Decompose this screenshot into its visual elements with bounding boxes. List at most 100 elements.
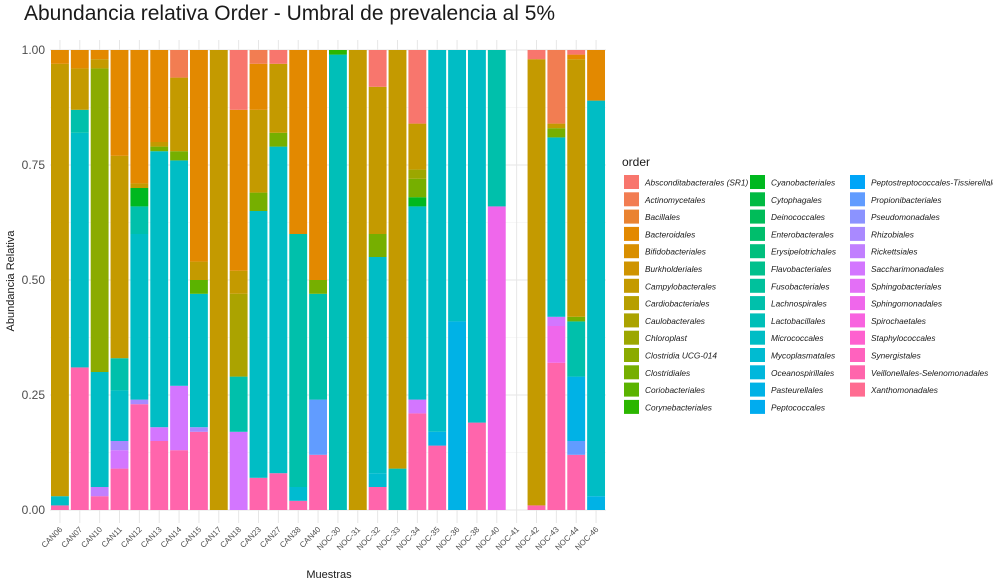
bar-segment [368, 487, 387, 510]
bar-CAN07 [70, 50, 89, 510]
bar-segment [170, 450, 189, 510]
bar-segment [130, 50, 149, 184]
bar-segment [90, 372, 109, 487]
bar-segment [289, 487, 308, 501]
bar-segment [289, 500, 308, 510]
bar-segment [150, 142, 169, 147]
bar-segment [448, 321, 467, 510]
legend-label: Burkholderiales [645, 264, 702, 274]
bar-segment [110, 358, 129, 391]
bar-segment [110, 155, 129, 359]
legend-item: Deinococcales [750, 209, 825, 224]
bar-segment [150, 50, 169, 142]
legend-item: Bacteroidales [624, 226, 695, 241]
bar-segment [309, 454, 328, 510]
bar-segment [110, 468, 129, 510]
bar-segment [567, 376, 586, 441]
bar-segment [110, 50, 129, 156]
y-tick-label: 0.00 [22, 503, 46, 517]
legend-label: Erysipelotrichales [771, 247, 836, 257]
legend-label: Sphingomonadales [871, 299, 942, 309]
legend-item: Flavobacteriales [750, 261, 831, 276]
bar-segment [567, 441, 586, 455]
legend-item: Pseudomonadales [850, 209, 940, 224]
legend-swatch [750, 192, 765, 207]
legend-swatch [750, 348, 765, 362]
bar-segment [527, 505, 546, 510]
bar-segment [269, 473, 288, 510]
bar-segment [487, 206, 506, 510]
legend-swatch [750, 399, 765, 414]
bar-segment [368, 473, 387, 487]
bar-segment [547, 137, 566, 317]
bar-segment [229, 109, 248, 271]
legend-item: Peptostreptococcales-Tissierellales [850, 175, 993, 189]
bar-segment [428, 50, 447, 432]
legend-swatch [624, 399, 639, 414]
bar-CAN23 [249, 50, 268, 510]
legend-swatch [624, 365, 639, 380]
bar-segment [229, 431, 248, 510]
legend-item: Burkholderiales [624, 261, 702, 276]
legend-item: Rickettsiales [850, 244, 918, 259]
bar-segment [547, 362, 566, 510]
legend-label: Flavobacteriales [771, 264, 831, 274]
bar-segment [309, 293, 328, 400]
legend-label: Lactobacillales [771, 316, 825, 326]
bar-segment [567, 59, 586, 317]
bar-segment [229, 376, 248, 432]
bar-segment [189, 261, 208, 280]
x-axis-label: Muestras [306, 569, 352, 581]
bar-segment [587, 496, 606, 510]
legend-label: Sphingobacteriales [871, 281, 942, 291]
bar-segment [50, 63, 69, 497]
y-axis-label: Abundancia Relativa [5, 230, 17, 332]
legend-label: Rickettsiales [871, 247, 918, 257]
bar-segment [328, 50, 347, 55]
legend-label: Micrococcales [771, 333, 824, 343]
bar-segment [408, 197, 427, 207]
bar-segment [547, 128, 566, 138]
legend-item: Cardiobacteriales [624, 296, 710, 311]
bar-CAN12 [130, 50, 149, 510]
bar-segment [90, 50, 109, 60]
legend-swatch [624, 330, 639, 345]
bar-segment [408, 206, 427, 400]
y-axis: 0.00 0.25 0.50 0.75 1.00 [22, 43, 46, 517]
legend-item: Sphingomonadales [850, 296, 942, 311]
legend-item: Caulobacterales [624, 313, 705, 328]
legend-item: Campylobacterales [624, 278, 716, 293]
bar-segment [209, 50, 228, 510]
bar-segment [170, 160, 189, 386]
bar-segment [90, 68, 109, 373]
legend-label: Campylobacterales [645, 281, 716, 291]
legend-swatch [750, 261, 765, 276]
legend-label: Cardiobacteriales [645, 299, 710, 309]
legend-swatch [624, 382, 639, 397]
bar-CAN40 [309, 50, 328, 510]
legend-item: Peptococcales [750, 399, 825, 414]
legend-swatch [624, 192, 639, 207]
bar-segment [467, 50, 486, 423]
chart-title: Abundancia relativa Order - Umbral de pr… [24, 2, 555, 25]
legend-label: Peptostreptococcales-Tissierellales [871, 178, 993, 188]
bar-CAN13 [150, 50, 169, 510]
legend-item: Bacillales [624, 209, 680, 224]
bar-segment [229, 270, 248, 294]
legend-swatch [624, 244, 639, 259]
legend-swatch [624, 313, 639, 328]
legend-item: Absconditabacterales (SR1) [624, 175, 749, 189]
bar-CAN27 [269, 50, 288, 510]
bar-segment [189, 293, 208, 428]
bar-segment [110, 441, 129, 451]
bar-segment [328, 54, 347, 510]
legend-label: Coriobacteriales [645, 385, 705, 395]
bar-NOC-35 [428, 50, 447, 510]
legend-swatch [750, 313, 765, 328]
legend-swatch [850, 209, 865, 224]
legend-item: Sphingobacteriales [850, 278, 942, 293]
legend-label: Bacillales [645, 212, 680, 222]
bar-segment [428, 445, 447, 510]
bars-group [50, 50, 606, 510]
legend-label: Spirochaetales [871, 316, 926, 326]
